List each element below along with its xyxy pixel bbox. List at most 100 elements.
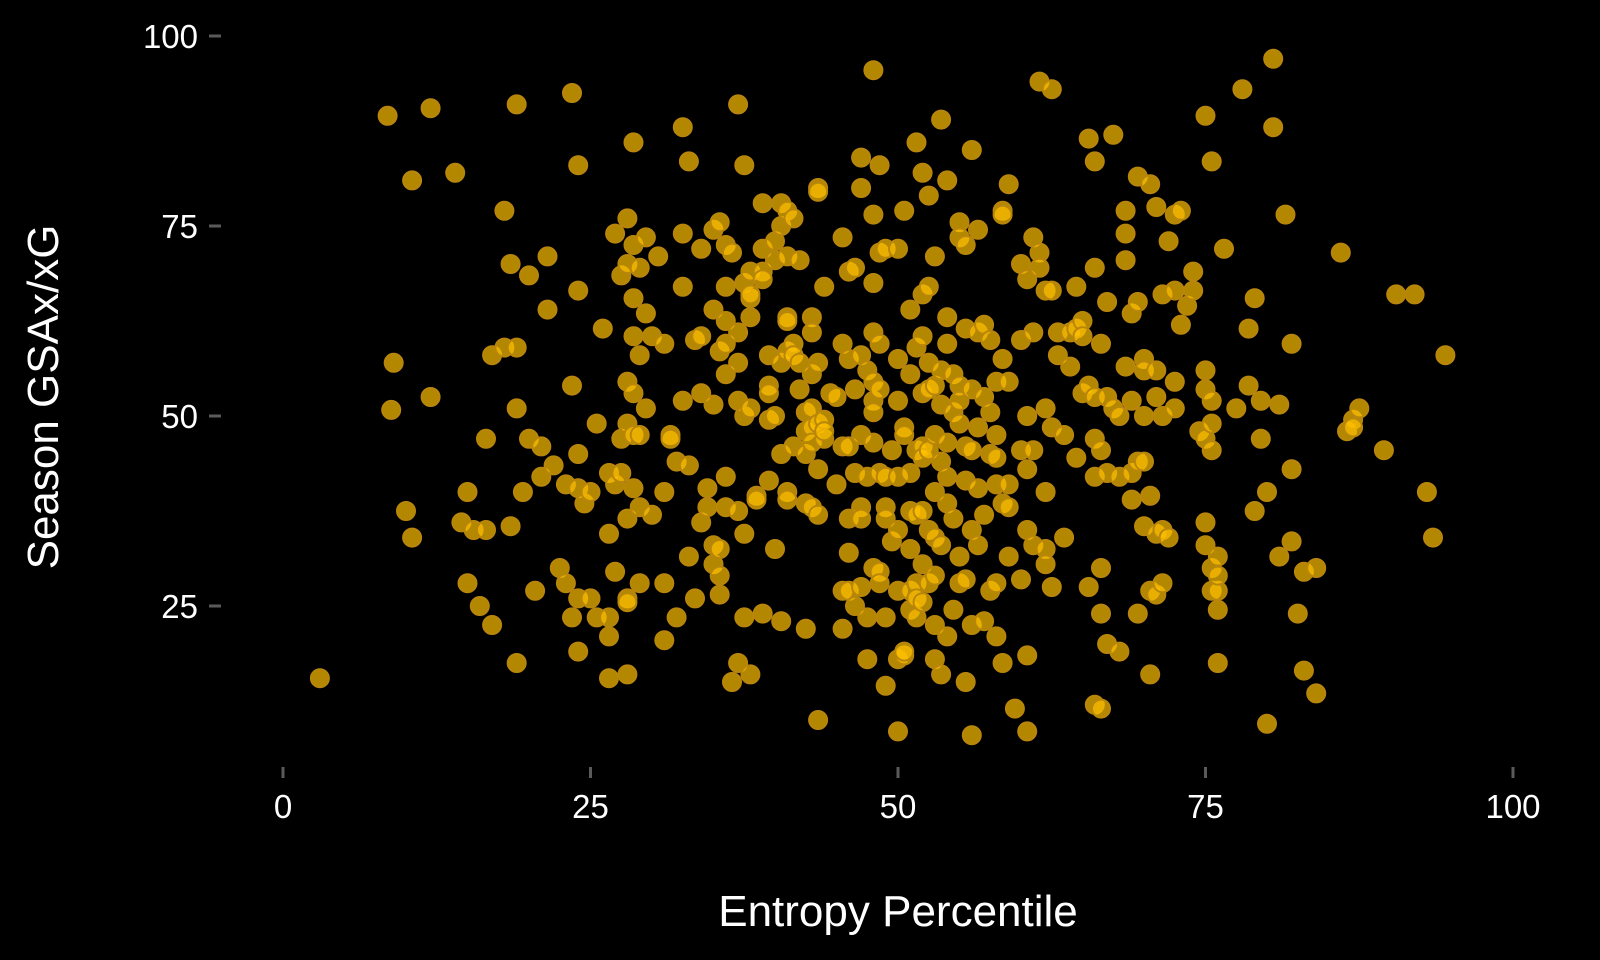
scatter-point	[863, 204, 884, 225]
scatter-point	[1072, 326, 1093, 347]
scatter-point	[857, 607, 878, 628]
scatter-point	[629, 425, 650, 445]
scatter-point	[758, 470, 779, 491]
scatter-point	[506, 653, 527, 673]
scatter-point	[931, 535, 952, 556]
scatter-point	[672, 276, 693, 297]
scatter-point	[1238, 375, 1259, 396]
scatter-point	[642, 504, 662, 525]
scatter-point	[851, 508, 872, 529]
x-axis-title: Entropy Percentile	[718, 887, 1078, 936]
scatter-point	[740, 398, 761, 419]
scatter-point	[381, 399, 402, 420]
scatter-point	[937, 626, 958, 647]
y-axis-title: Season GSAx/xG	[19, 225, 68, 570]
scatter-point	[1423, 527, 1443, 548]
scatter-point	[851, 577, 872, 597]
scatter-point	[697, 478, 718, 499]
scatter-point	[1041, 79, 1062, 100]
scatter-point	[752, 603, 773, 624]
scatter-point	[1183, 261, 1204, 282]
scatter-point	[672, 117, 693, 138]
scatter-point	[1269, 546, 1290, 567]
scatter-point	[728, 322, 749, 343]
scatter-point	[924, 246, 945, 267]
scatter-point	[758, 383, 779, 404]
scatter-point	[918, 276, 939, 297]
scatter-point	[1029, 257, 1050, 278]
scatter-point	[1195, 105, 1216, 126]
scatter-point	[617, 508, 638, 529]
scatter-point	[949, 390, 970, 411]
scatter-point	[906, 132, 927, 153]
scatter-point	[955, 672, 976, 692]
scatter-point	[709, 212, 730, 233]
scatter-point	[783, 208, 804, 229]
data-points	[309, 48, 1456, 746]
scatter-point	[1293, 660, 1314, 681]
scatter-point	[986, 573, 1007, 594]
scatter-point	[476, 520, 496, 540]
scatter-point	[1183, 280, 1204, 301]
scatter-point	[1023, 440, 1044, 461]
scatter-point	[531, 466, 552, 487]
scatter-point	[1170, 200, 1191, 221]
scatter-point	[1004, 698, 1025, 719]
scatter-point	[900, 364, 921, 385]
scatter-point	[1152, 573, 1173, 594]
scatter-point	[943, 508, 964, 529]
scatter-point	[654, 482, 675, 502]
scatter-point	[1164, 371, 1185, 392]
scatter-point	[1078, 577, 1099, 597]
scatter-point	[703, 299, 724, 320]
scatter-point	[1140, 664, 1161, 685]
scatter-point	[1115, 250, 1136, 271]
scatter-point	[814, 276, 835, 297]
scatter-point	[832, 618, 853, 639]
scatter-point	[654, 573, 675, 594]
scatter-point	[1306, 558, 1327, 578]
scatter-point	[998, 497, 1019, 518]
scatter-point	[1017, 721, 1038, 742]
scatter-point	[986, 425, 1007, 445]
scatter-point	[1207, 653, 1228, 673]
scatter-point	[931, 664, 952, 685]
x-tick-label: 100	[1485, 788, 1540, 825]
scatter-point	[580, 482, 601, 502]
scatter-point	[1017, 645, 1038, 666]
y-tick-label: 50	[161, 398, 198, 435]
scatter-point	[888, 238, 908, 259]
scatter-point	[623, 383, 644, 404]
scatter-point	[1232, 79, 1253, 100]
scatter-point	[531, 436, 552, 457]
scatter-point	[623, 478, 644, 499]
scatter-point	[678, 455, 699, 476]
scatter-point	[949, 413, 970, 434]
y-tick-label: 75	[161, 208, 198, 245]
scatter-point	[691, 326, 712, 347]
scatter-point	[894, 200, 915, 221]
scatter-point	[1041, 280, 1062, 301]
scatter-point	[1115, 356, 1136, 377]
scatter-point	[1343, 417, 1364, 438]
scatter-point	[1244, 288, 1265, 309]
scatter-point	[943, 599, 964, 620]
scatter-point	[1330, 242, 1351, 263]
scatter-point	[1281, 459, 1302, 480]
scatter-point	[869, 155, 890, 176]
scatter-point	[808, 181, 829, 202]
scatter-point	[863, 402, 884, 423]
scatter-point	[568, 155, 589, 176]
scatter-point	[1097, 292, 1118, 312]
scatter-point	[469, 596, 490, 616]
scatter-point	[629, 345, 650, 366]
scatter-point	[1201, 440, 1222, 461]
scatter-point	[1170, 314, 1191, 335]
scatter-point	[605, 223, 626, 244]
scatter-point	[777, 489, 798, 510]
scatter-point	[568, 280, 589, 301]
scatter-point	[377, 105, 398, 126]
scatter-point	[1091, 333, 1111, 354]
scatter-point	[968, 219, 988, 240]
